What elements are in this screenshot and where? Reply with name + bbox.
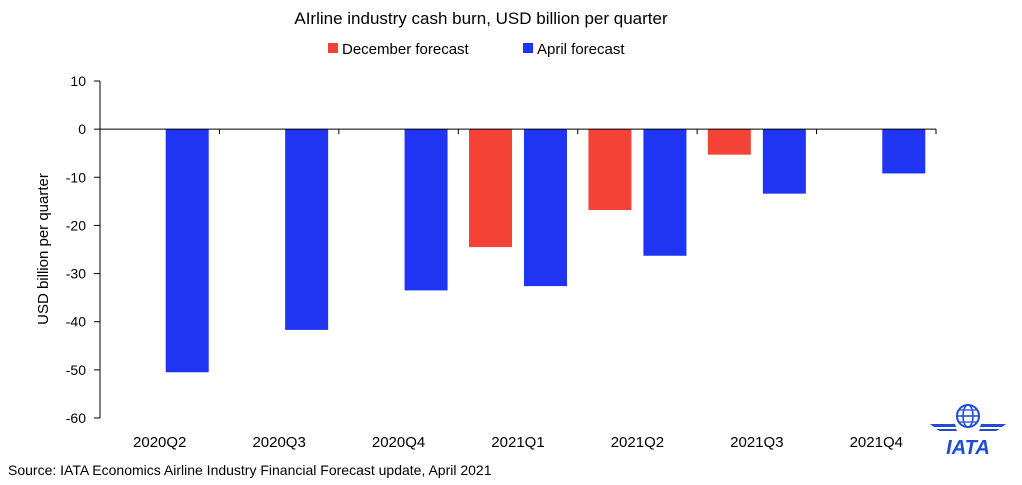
globe-icon [956,404,980,428]
bar-april-2021Q2 [643,129,687,256]
source-note: Source: IATA Economics Airline Industry … [8,462,492,478]
x-tick-label: 2021Q3 [730,434,783,451]
y-tick-label: -50 [66,362,86,378]
y-axis-label: USD billion per quarter [35,173,52,325]
y-tick-label: 10 [70,73,86,89]
bar-april-2021Q1 [524,129,567,287]
bar-april-2020Q3 [285,129,329,330]
y-tick-label: -10 [66,169,86,185]
x-tick-label: 2021Q4 [850,434,903,451]
y-tick-label: 0 [78,121,86,137]
bar-december-2021Q3 [707,129,751,155]
x-tick-label: 2020Q4 [372,434,425,451]
chart-title: AIrline industry cash burn, USD billion … [294,9,668,28]
logo-text: IATA [946,437,990,459]
x-tick-label: 2020Q2 [133,434,186,451]
wings-icon [930,424,1006,431]
legend-swatch [328,43,338,53]
y-tick-label: -40 [66,314,86,330]
x-tick-label: 2020Q3 [252,434,305,451]
legend: December forecast April forecast [328,41,625,58]
bar-april-2021Q4 [882,129,926,174]
bar-december-2021Q2 [588,129,632,211]
x-tick-label: 2021Q1 [491,434,544,451]
bar-april-2020Q2 [165,129,209,373]
x-axis: 2020Q2 2020Q3 2020Q4 2021Q1 2021Q2 2021Q3 2021… [99,128,937,451]
bar-december-2021Q1 [469,129,512,248]
legend-swatch [523,43,533,53]
y-tick-label: -20 [66,217,86,233]
legend-label: December forecast [342,41,470,58]
y-tick-label: -60 [66,410,86,426]
legend-label: April forecast [537,41,625,58]
bars [165,129,926,373]
bar-april-2021Q3 [762,129,806,194]
iata-logo: IATA [930,404,1006,459]
y-tick-label: -30 [66,266,86,282]
x-tick-label: 2021Q2 [611,434,664,451]
bar-april-2020Q4 [404,129,448,291]
y-axis: 10 0 -10 -20 -30 -40 -50 -60 [66,73,101,426]
